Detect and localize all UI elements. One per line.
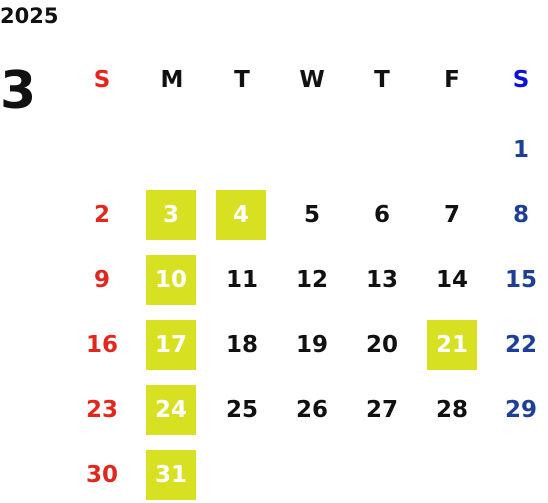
highlighted-day: 31 <box>146 450 196 500</box>
weekday-header: T <box>374 67 390 93</box>
weekday-header: M <box>160 67 184 93</box>
highlighted-day: 3 <box>146 190 196 240</box>
highlighted-day: 10 <box>146 255 196 305</box>
weekday-header: T <box>234 67 250 93</box>
month: 3 <box>0 61 37 121</box>
day: 28 <box>435 397 468 423</box>
day: 27 <box>365 397 398 423</box>
day: 14 <box>435 267 468 293</box>
day: 18 <box>225 332 258 358</box>
weekday-header: F <box>444 67 460 93</box>
highlighted-day: 17 <box>146 320 196 370</box>
day: 20 <box>365 332 398 358</box>
day: 19 <box>295 332 328 358</box>
year: 2025 <box>0 4 59 28</box>
day: 11 <box>225 267 258 293</box>
day: 22 <box>504 332 537 358</box>
day: 16 <box>85 332 118 358</box>
day: 1 <box>512 137 529 163</box>
day: 30 <box>85 462 118 488</box>
weekday-header: S <box>93 67 111 93</box>
day: 5 <box>303 202 320 228</box>
weekday-header: S <box>512 67 530 93</box>
day: 2 <box>93 202 110 228</box>
day: 13 <box>365 267 398 293</box>
day: 26 <box>295 397 328 423</box>
highlighted-day: 24 <box>146 385 196 435</box>
day: 25 <box>225 397 258 423</box>
day: 15 <box>504 267 537 293</box>
day: 29 <box>504 397 537 423</box>
highlighted-day: 21 <box>427 320 477 370</box>
day: 12 <box>295 267 328 293</box>
weekday-header: W <box>299 67 325 93</box>
highlighted-day: 4 <box>216 190 266 240</box>
day: 9 <box>93 267 110 293</box>
day: 8 <box>512 202 529 228</box>
day: 23 <box>85 397 118 423</box>
day: 6 <box>373 202 390 228</box>
day: 7 <box>443 202 460 228</box>
